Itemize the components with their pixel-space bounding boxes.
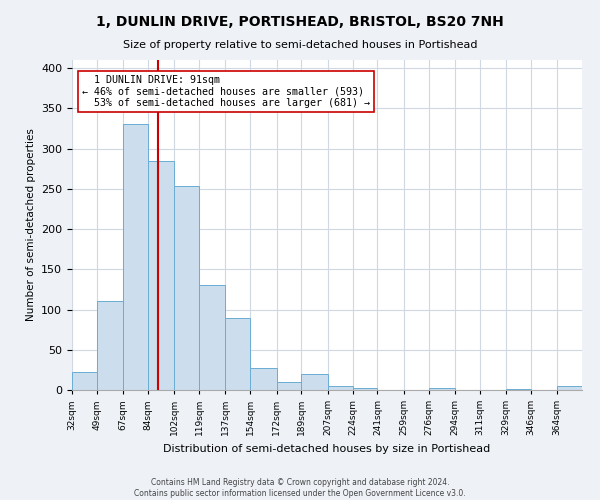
Text: Contains HM Land Registry data © Crown copyright and database right 2024.
Contai: Contains HM Land Registry data © Crown c… <box>134 478 466 498</box>
Bar <box>428 388 455 390</box>
Bar <box>353 388 377 390</box>
Bar <box>148 160 174 390</box>
Bar <box>506 389 531 390</box>
Text: 1 DUNLIN DRIVE: 91sqm
← 46% of semi-detached houses are smaller (593)
  53% of s: 1 DUNLIN DRIVE: 91sqm ← 46% of semi-deta… <box>82 75 370 108</box>
Text: 1, DUNLIN DRIVE, PORTISHEAD, BRISTOL, BS20 7NH: 1, DUNLIN DRIVE, PORTISHEAD, BRISTOL, BS… <box>96 15 504 29</box>
Bar <box>277 382 301 390</box>
Y-axis label: Number of semi-detached properties: Number of semi-detached properties <box>26 128 35 322</box>
Bar <box>328 386 353 390</box>
Bar <box>199 284 226 390</box>
Text: Size of property relative to semi-detached houses in Portishead: Size of property relative to semi-detach… <box>123 40 477 50</box>
Bar <box>97 302 123 390</box>
Bar <box>174 186 199 390</box>
X-axis label: Distribution of semi-detached houses by size in Portishead: Distribution of semi-detached houses by … <box>163 444 491 454</box>
Bar <box>123 124 148 390</box>
Bar <box>250 368 277 390</box>
Bar <box>557 386 582 390</box>
Bar <box>72 372 97 390</box>
Bar <box>301 374 328 390</box>
Bar <box>226 318 250 390</box>
